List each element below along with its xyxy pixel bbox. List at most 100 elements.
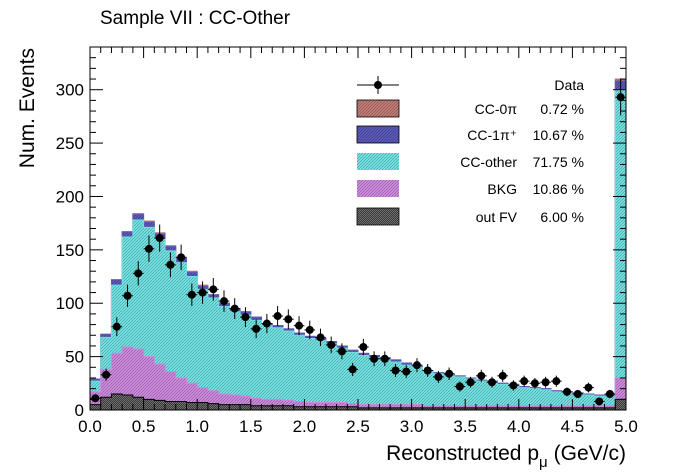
data-marker <box>166 260 175 269</box>
data-marker <box>305 325 314 334</box>
data-point <box>561 387 573 397</box>
data-point <box>197 281 208 304</box>
data-marker <box>230 304 239 313</box>
data-point <box>508 380 519 391</box>
legend-value-bkg: 10.86 % <box>533 181 584 197</box>
data-marker <box>466 378 475 387</box>
data-point <box>261 313 273 334</box>
legend-swatch-outfv-hatch <box>357 208 399 225</box>
data-point <box>454 381 466 392</box>
data-marker <box>144 244 153 253</box>
data-marker <box>209 285 218 294</box>
x-tick-label: 3.5 <box>453 417 477 436</box>
data-marker <box>262 319 271 328</box>
x-tick-label: 4.5 <box>561 417 585 436</box>
y-axis: 0 50 100 150 200 250 300 <box>56 46 626 420</box>
data-marker <box>498 371 507 380</box>
y-tick-label: 200 <box>56 187 84 206</box>
x-tick-label: 0.0 <box>78 417 102 436</box>
x-tick-label: 3.0 <box>400 417 424 436</box>
legend-swatch-cc0pi-hatch <box>357 100 399 117</box>
x-tick-label: 1.5 <box>239 417 263 436</box>
data-marker <box>273 312 282 321</box>
legend-swatch-ccother-hatch <box>357 153 399 170</box>
data-point <box>282 309 294 330</box>
stack-edge-bkg <box>90 346 626 407</box>
data-point <box>518 375 530 387</box>
data-marker <box>348 365 357 374</box>
data-point <box>304 320 316 340</box>
legend-value-cc1pi: 10.67 % <box>533 127 584 143</box>
stacked-histogram <box>90 78 626 411</box>
x-tick-label: 4.0 <box>507 417 531 436</box>
data-marker <box>616 93 625 102</box>
x-axis-label: Reconstructed pμ (GeV/c) <box>386 442 626 471</box>
legend: Data CC-0π 0.72 % CC-1π⁺ 10.67 % CC-othe… <box>356 76 584 226</box>
data-point <box>368 351 380 367</box>
data-marker <box>241 313 250 322</box>
data-marker <box>155 234 164 243</box>
data-point <box>593 397 605 406</box>
data-marker <box>477 371 486 380</box>
data-point <box>497 369 509 382</box>
data-point <box>229 298 241 319</box>
data-point <box>390 364 401 377</box>
data-marker <box>445 369 454 378</box>
data-marker <box>434 372 443 381</box>
data-marker <box>102 370 111 379</box>
data-marker <box>134 269 143 278</box>
data-marker <box>595 397 604 406</box>
legend-label-cc0pi: CC-0π <box>475 101 518 117</box>
data-marker <box>359 343 368 352</box>
y-tick-label: 300 <box>56 81 84 100</box>
data-marker <box>530 379 539 388</box>
x-tick-label: 1.0 <box>185 417 209 436</box>
data-point <box>207 278 219 301</box>
legend-value-outfv: 6.00 % <box>540 209 584 225</box>
data-marker <box>295 321 304 330</box>
data-point <box>250 319 262 339</box>
legend-label-ccother: CC-other <box>460 154 517 170</box>
data-marker <box>391 366 400 375</box>
data-point <box>583 382 594 393</box>
data-point <box>111 317 123 337</box>
data-marker <box>370 354 379 363</box>
data-point <box>325 336 337 354</box>
data-point <box>443 367 455 380</box>
data-point <box>486 376 498 388</box>
data-marker <box>112 322 121 331</box>
data-point <box>347 362 358 377</box>
data-point <box>540 376 551 388</box>
data-point <box>240 307 251 328</box>
x-axis: 0.0 0.5 1.0 1.5 2.0 2.5 3.0 3.5 4.0 4.5 5.0 <box>78 47 638 436</box>
data-marker <box>177 253 186 262</box>
legend-label-bkg: BKG <box>487 181 517 197</box>
data-marker <box>412 361 421 370</box>
data-marker <box>520 377 529 386</box>
data-marker <box>284 315 293 324</box>
data-point <box>358 338 369 356</box>
data-marker <box>327 340 336 349</box>
x-tick-label: 2.5 <box>346 417 370 436</box>
data-point <box>604 389 616 399</box>
data-marker <box>91 394 100 403</box>
data-point <box>186 283 198 306</box>
data-marker <box>198 288 207 297</box>
data-marker <box>337 347 346 356</box>
data-point <box>400 365 412 378</box>
data-point <box>154 224 166 252</box>
stack-hatch-outfv <box>90 393 626 410</box>
data-marker <box>563 387 572 396</box>
data-marker <box>541 378 550 387</box>
data-marker <box>455 382 464 391</box>
legend-label-outfv: out FV <box>476 209 518 225</box>
data-point <box>615 78 626 116</box>
data-point <box>272 306 283 327</box>
data-point <box>475 369 487 382</box>
data-marker <box>584 383 593 392</box>
data-point <box>165 252 176 278</box>
legend-swatch-bkg-hatch <box>357 180 399 197</box>
data-point <box>100 368 112 381</box>
legend-data-marker <box>374 81 382 89</box>
data-point <box>122 284 133 307</box>
